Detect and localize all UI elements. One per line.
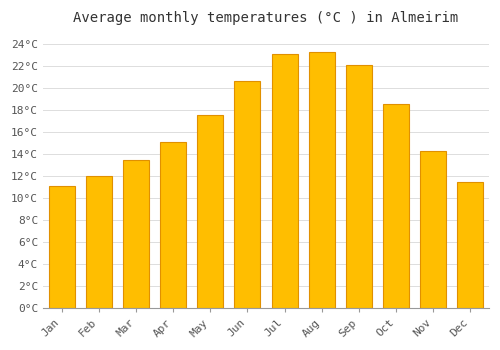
Bar xyxy=(234,80,260,308)
Bar xyxy=(123,160,149,308)
Bar xyxy=(458,182,483,308)
Bar xyxy=(308,52,334,308)
Bar xyxy=(160,142,186,308)
Bar xyxy=(383,104,409,308)
Bar xyxy=(272,54,297,308)
Bar xyxy=(420,151,446,308)
Title: Average monthly temperatures (°C ) in Almeirim: Average monthly temperatures (°C ) in Al… xyxy=(74,11,458,25)
Bar xyxy=(346,65,372,308)
Bar xyxy=(86,176,112,308)
Bar xyxy=(48,186,74,308)
Bar xyxy=(197,115,223,308)
